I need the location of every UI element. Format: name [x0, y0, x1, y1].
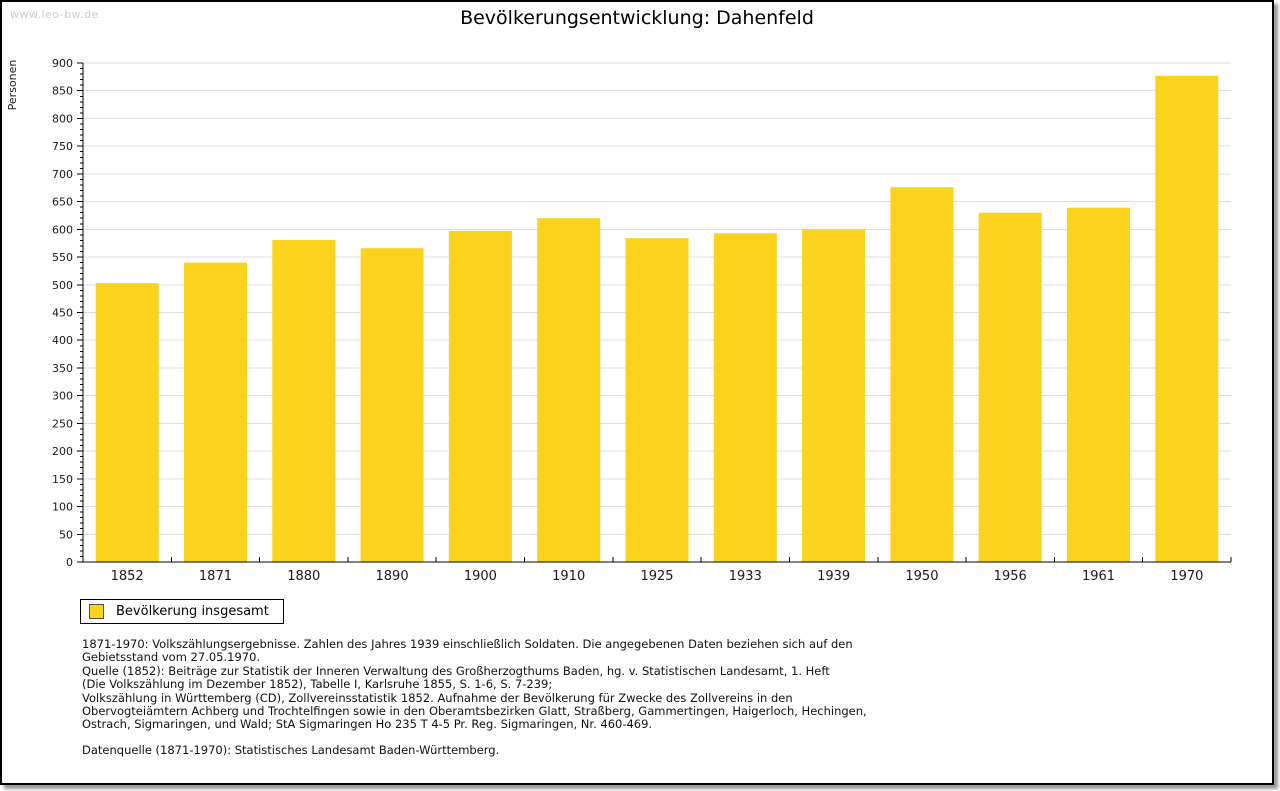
- bar-1939: [802, 229, 866, 563]
- bar-1890: [360, 248, 424, 562]
- x-tick-label: 1950: [905, 569, 938, 584]
- footnote-line: Volkszählung in Württemberg (CD), Zollve…: [82, 690, 793, 705]
- legend-color-swatch: [89, 604, 104, 619]
- bar-1925: [625, 238, 689, 562]
- y-tick-label: 750: [52, 140, 73, 153]
- x-tick-label: 1961: [1082, 569, 1115, 584]
- footnote-line: Obervogteiämtern Achberg und Trochtelfin…: [82, 704, 867, 719]
- y-tick-label: 900: [52, 57, 73, 70]
- footnote-line: Ostrach, Sigmaringen, und Wald; StA Sigm…: [82, 717, 653, 732]
- y-tick-label: 500: [52, 279, 73, 292]
- datasource-line: Datenquelle (1871-1970): Statistisches L…: [82, 743, 500, 757]
- y-tick-label: 700: [52, 168, 73, 181]
- bar-1880: [272, 239, 336, 562]
- bar-1852: [95, 283, 159, 562]
- x-tick-label: 1852: [111, 569, 144, 584]
- y-tick-label: 250: [52, 417, 73, 430]
- x-tick-label: 1900: [464, 569, 497, 584]
- y-tick-label: 600: [52, 223, 73, 236]
- x-tick-label: 1933: [729, 569, 762, 584]
- legend: Bevölkerung insgesamt: [80, 599, 284, 624]
- x-tick-label: 1890: [376, 569, 409, 584]
- y-tick-label: 0: [66, 556, 73, 569]
- footnote-line: Quelle (1852): Beiträge zur Statistik de…: [82, 663, 830, 678]
- y-tick-label: 850: [52, 85, 73, 98]
- y-tick-label: 800: [52, 112, 73, 125]
- y-tick-label: 50: [59, 528, 73, 541]
- footnote-line: 1871-1970: Volkszählungsergebnisse. Zahl…: [82, 637, 853, 651]
- y-tick-label: 200: [52, 445, 73, 458]
- x-tick-label: 1970: [1170, 569, 1203, 584]
- watermark-text: www.leo-bw.de: [10, 8, 99, 21]
- bar-1871: [184, 262, 247, 562]
- bar-1950: [890, 187, 954, 562]
- x-tick-label: 1910: [552, 569, 585, 584]
- footnote-line: Gebietsstand vom 27.05.1970.: [82, 650, 261, 665]
- x-tick-label: 1925: [640, 569, 673, 584]
- legend-label: Bevölkerung insgesamt: [116, 604, 269, 619]
- chart-title: Bevölkerungsentwicklung: Dahenfeld: [460, 7, 814, 29]
- y-tick-label: 550: [52, 251, 73, 264]
- y-tick-label: 450: [52, 307, 73, 320]
- bar-1961: [1067, 207, 1130, 562]
- x-tick-label: 1871: [199, 569, 232, 584]
- y-tick-label: 350: [52, 362, 73, 375]
- bar-1900: [448, 231, 512, 562]
- x-tick-label: 1939: [817, 569, 850, 584]
- footnote-line: (Die Volkszählung im Dezember 1852), Tab…: [82, 677, 553, 692]
- x-tick-label: 1880: [287, 569, 320, 584]
- bar-1970: [1155, 75, 1219, 563]
- x-tick-label: 1956: [994, 569, 1027, 584]
- bar-1910: [537, 218, 601, 562]
- footnote-block: 1871-1970: Volkszählungsergebnisse. Zahl…: [82, 637, 867, 732]
- bar-1956: [978, 212, 1042, 562]
- y-axis-title: Personen: [6, 60, 19, 111]
- bar-1933: [713, 233, 777, 562]
- bar-chart: 0 50 100 150 200 250 300 350 400 450 500 550 600 650 7…: [6, 57, 1232, 584]
- y-tick-label: 150: [52, 473, 73, 486]
- y-tick-label: 300: [52, 390, 73, 403]
- y-tick-label: 400: [52, 334, 73, 347]
- y-tick-label: 650: [52, 196, 73, 209]
- y-tick-label: 100: [52, 501, 73, 514]
